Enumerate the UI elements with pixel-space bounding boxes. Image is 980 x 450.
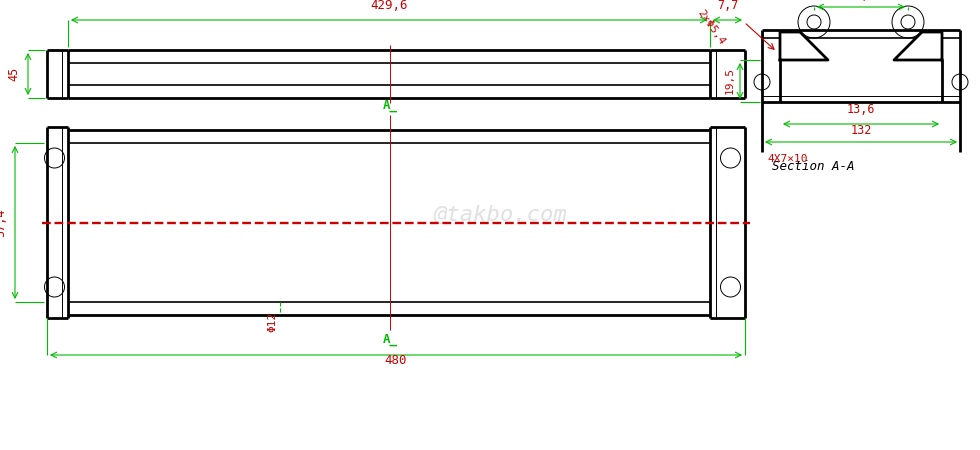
Polygon shape [780, 32, 828, 60]
Text: 57,4: 57,4 [0, 208, 8, 237]
Text: A̲: A̲ [382, 99, 398, 112]
Text: @takbo.com: @takbo.com [433, 205, 566, 225]
Text: 7,7: 7,7 [716, 0, 738, 12]
Text: 429,6: 429,6 [370, 0, 408, 12]
Text: 19,5: 19,5 [725, 68, 735, 94]
Text: 95,7: 95,7 [846, 0, 876, 2]
Text: Section A-A: Section A-A [772, 160, 855, 173]
Text: 4Χ7×10: 4Χ7×10 [767, 154, 808, 164]
Text: 132: 132 [851, 124, 871, 137]
Text: 2×Φ5,4: 2×Φ5,4 [696, 8, 727, 47]
Text: Φ12: Φ12 [267, 312, 277, 332]
Text: A̲: A̲ [382, 333, 398, 346]
Polygon shape [894, 32, 942, 60]
Text: 45: 45 [8, 67, 21, 81]
Text: 480: 480 [385, 354, 408, 367]
Text: 13,6: 13,6 [847, 103, 875, 116]
